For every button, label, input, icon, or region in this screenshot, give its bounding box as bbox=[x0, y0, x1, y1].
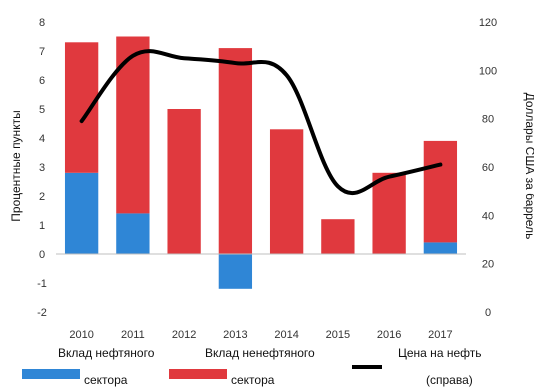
x-tick-label: 2010 bbox=[69, 329, 93, 341]
right-axis-ticks: 0 20 40 60 80 100 120 bbox=[479, 17, 497, 319]
x-tick-label: 2013 bbox=[223, 329, 247, 341]
right-tick-label: 20 bbox=[482, 259, 494, 271]
bar-nonoil-2013 bbox=[218, 48, 253, 254]
oil-price-line bbox=[79, 49, 443, 195]
left-axis-ticks: -2 -1 0 1 2 3 4 5 6 7 8 bbox=[37, 17, 47, 319]
bar-oil-2013 bbox=[218, 254, 253, 289]
left-tick-label: 3 bbox=[39, 162, 45, 174]
left-tick-label: 7 bbox=[39, 46, 45, 58]
bar-nonoil-2012 bbox=[167, 109, 201, 254]
bar-nonoil-2016 bbox=[372, 172, 406, 254]
x-tick-label: 2017 bbox=[428, 329, 452, 341]
left-tick-label: 4 bbox=[39, 133, 45, 145]
bar-oil-2011 bbox=[116, 213, 150, 254]
legend-label-line2: (справа) bbox=[426, 373, 473, 387]
left-tick-label: 1 bbox=[39, 220, 45, 232]
legend-label-line1: Вклад ненефтяного bbox=[205, 346, 315, 360]
legend-item: Цена на нефть (справа) bbox=[352, 346, 481, 387]
left-tick-label: 0 bbox=[39, 249, 45, 261]
legend-label-line2: сектора bbox=[231, 373, 275, 387]
right-tick-label: 0 bbox=[485, 307, 491, 319]
left-tick-label: -2 bbox=[37, 307, 47, 319]
legend: Вклад нефтяного сектора Вклад ненефтяного с… bbox=[22, 346, 481, 387]
bar-oil-2017 bbox=[423, 242, 458, 254]
bar-nonoil-2017 bbox=[423, 140, 458, 243]
legend-item: Вклад нефтяного сектора bbox=[22, 346, 155, 387]
left-tick-label: -1 bbox=[37, 278, 47, 290]
bars-layer bbox=[64, 36, 458, 289]
legend-swatch bbox=[352, 365, 382, 369]
right-tick-label: 100 bbox=[479, 65, 497, 77]
left-tick-label: 8 bbox=[39, 17, 45, 29]
x-tick-label: 2016 bbox=[377, 329, 401, 341]
right-tick-label: 60 bbox=[482, 162, 494, 174]
bar-oil-2010 bbox=[64, 172, 99, 254]
x-tick-label: 2015 bbox=[326, 329, 350, 341]
x-tick-label: 2014 bbox=[274, 329, 298, 341]
bar-nonoil-2014 bbox=[269, 129, 304, 254]
left-tick-label: 6 bbox=[39, 75, 45, 87]
legend-item: Вклад ненефтяного сектора bbox=[169, 346, 315, 387]
legend-swatch bbox=[22, 369, 80, 379]
legend-swatch bbox=[169, 369, 227, 379]
left-tick-label: 5 bbox=[39, 104, 45, 116]
bar-nonoil-2015 bbox=[321, 219, 355, 254]
legend-label-line1: Вклад нефтяного bbox=[58, 346, 155, 360]
right-tick-label: 120 bbox=[479, 17, 497, 29]
left-axis-title: Процентные пункты bbox=[9, 110, 23, 221]
x-axis-ticks: 2010 2011 2012 2013 2014 2015 2016 2017 bbox=[69, 329, 452, 341]
right-tick-label: 40 bbox=[482, 210, 494, 222]
right-axis-title: Доллары США за баррель bbox=[523, 93, 534, 240]
bar-nonoil-2011 bbox=[116, 36, 150, 214]
x-tick-label: 2011 bbox=[121, 329, 145, 341]
left-tick-label: 2 bbox=[39, 191, 45, 203]
legend-label-line2: сектора bbox=[84, 373, 128, 387]
price-line-layer bbox=[79, 49, 443, 195]
right-tick-label: 80 bbox=[482, 114, 494, 126]
x-tick-label: 2012 bbox=[172, 329, 196, 341]
legend-label-line1: Цена на нефть bbox=[398, 346, 481, 360]
